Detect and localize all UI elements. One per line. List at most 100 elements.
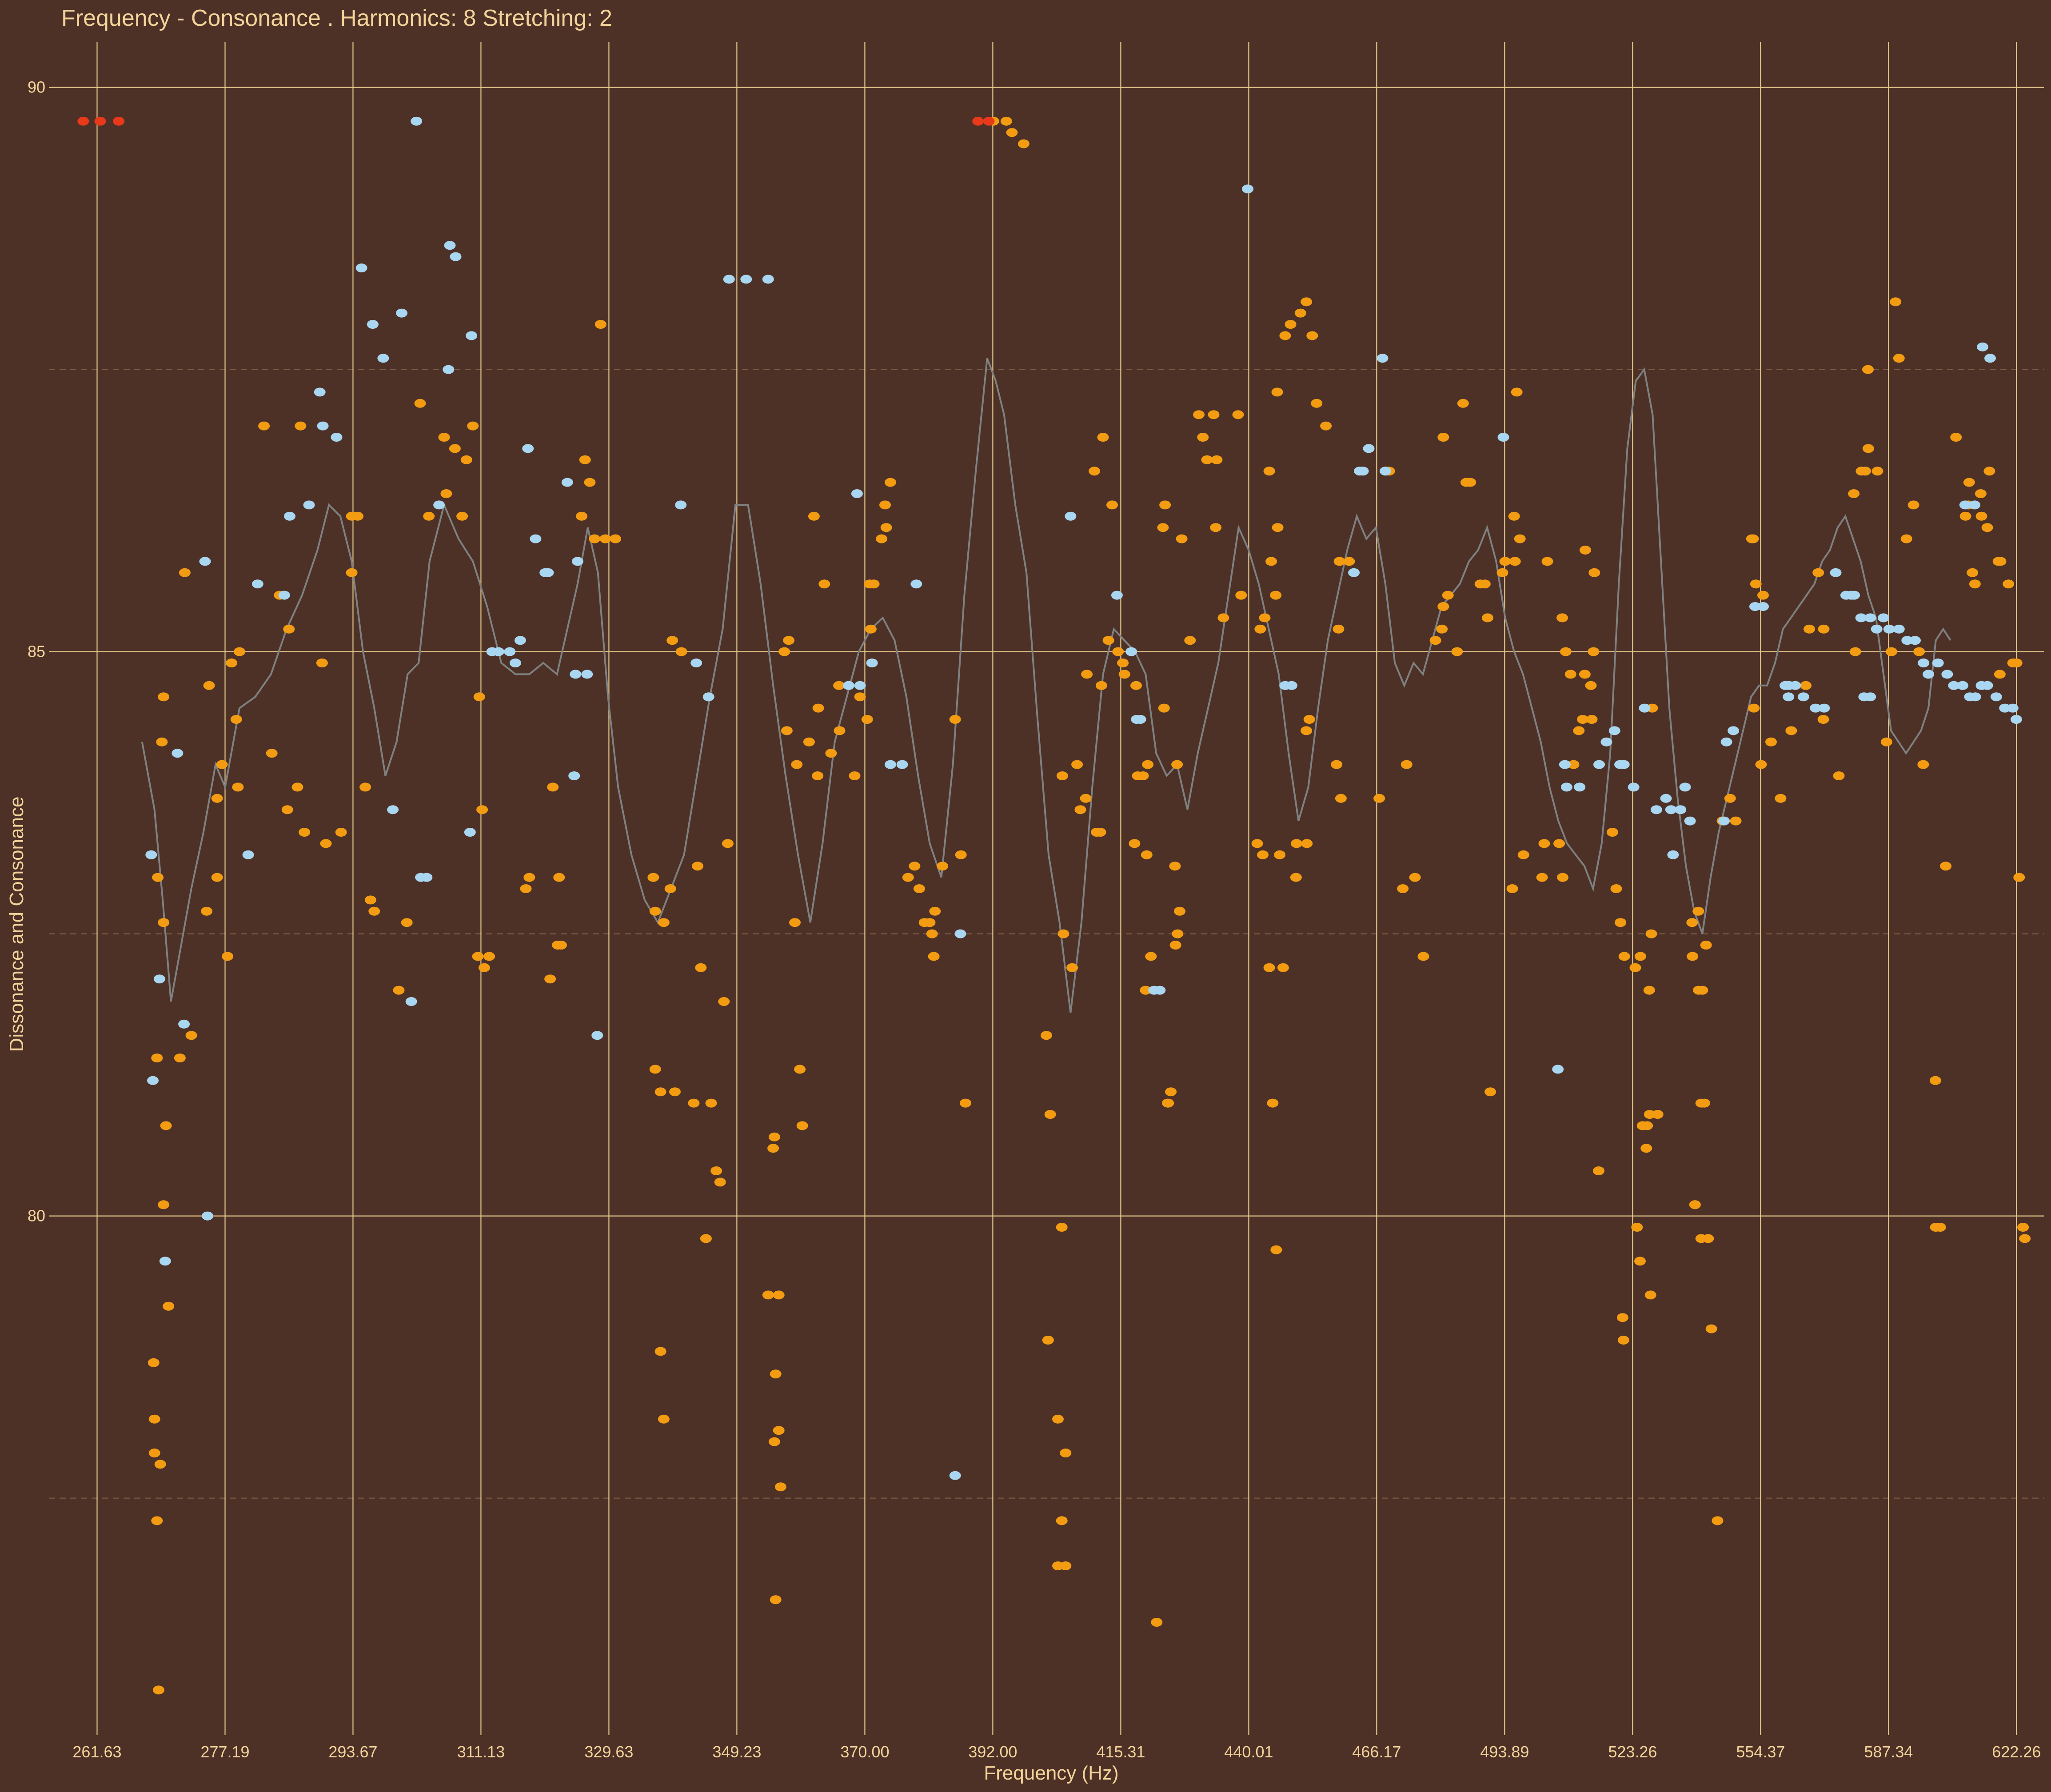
x-tick-label: 523.26 [1608, 1743, 1657, 1761]
data-point [854, 692, 866, 702]
data-point [2007, 703, 2019, 713]
data-point [1789, 681, 1801, 690]
data-point [1496, 568, 1508, 577]
data-point [211, 873, 223, 882]
data-point [909, 862, 921, 871]
data-point [1864, 692, 1876, 702]
data-point [1263, 467, 1275, 476]
data-point [808, 511, 820, 521]
data-point [2003, 579, 2015, 589]
data-point [1913, 647, 1925, 656]
data-point [158, 918, 170, 927]
data-point [1724, 794, 1736, 803]
data-point [504, 647, 516, 656]
x-tick-label: 311.13 [457, 1743, 505, 1761]
data-point [174, 1054, 186, 1062]
data-point [1018, 139, 1029, 148]
data-point [1917, 760, 1929, 769]
data-point [1883, 624, 1895, 634]
data-point [266, 749, 278, 758]
data-point [1579, 670, 1591, 679]
data-point [1320, 421, 1332, 431]
data-point [199, 557, 211, 566]
data-point [185, 1031, 197, 1040]
data-point [879, 500, 891, 510]
data-point [1006, 128, 1018, 137]
data-point [1437, 433, 1449, 442]
data-point [868, 579, 880, 589]
data-point [1560, 647, 1572, 656]
data-point [1060, 1449, 1072, 1457]
data-point [359, 782, 371, 792]
data-point [675, 647, 687, 656]
data-point [700, 1234, 712, 1243]
data-point [1409, 873, 1421, 882]
data-point [1464, 478, 1476, 487]
data-point [1644, 1290, 1656, 1300]
data-point [1343, 557, 1355, 566]
data-point [1885, 647, 1897, 656]
data-point [1169, 941, 1181, 950]
data-point [232, 782, 244, 792]
data-point [1692, 906, 1704, 916]
data-point [1564, 670, 1576, 679]
data-point [1379, 467, 1391, 476]
data-point [159, 1257, 171, 1266]
data-point [281, 805, 293, 814]
data-point [1718, 816, 1730, 826]
data-point [1140, 986, 1152, 995]
y-tick-label: 85 [28, 643, 45, 661]
data-point [1862, 444, 1874, 453]
data-point [1775, 794, 1787, 803]
data-point [1990, 692, 2002, 702]
data-point [896, 760, 908, 769]
data-point [440, 489, 452, 498]
data-point [1074, 805, 1086, 814]
data-point [926, 929, 938, 938]
data-point [1728, 726, 1740, 735]
data-point [791, 760, 803, 769]
data-point [1652, 1110, 1664, 1119]
data-point [885, 760, 896, 769]
data-point [163, 1301, 175, 1311]
data-point [658, 918, 670, 927]
data-point [1511, 387, 1523, 397]
data-point [483, 952, 495, 961]
data-point [1270, 591, 1282, 600]
data-point [509, 659, 521, 667]
data-point [949, 1471, 961, 1480]
data-point [1748, 703, 1760, 713]
x-tick-label: 554.37 [1736, 1743, 1785, 1761]
x-tick-label: 261.63 [72, 1743, 121, 1761]
chart-title: Frequency - Consonance . Harmonics: 8 St… [61, 5, 612, 31]
data-point [866, 659, 878, 667]
data-point [148, 1449, 160, 1457]
data-point [1696, 986, 1708, 995]
data-point [1111, 591, 1123, 600]
data-point [443, 365, 455, 374]
data-point [2010, 715, 2022, 724]
data-point [464, 828, 476, 837]
data-point [1553, 839, 1565, 848]
data-point [705, 1098, 717, 1108]
data-point [1538, 839, 1550, 848]
data-point [456, 511, 468, 521]
data-point [346, 568, 358, 577]
data-point [367, 320, 379, 329]
data-point [148, 1358, 160, 1367]
data-point [466, 331, 478, 340]
data-point [649, 1065, 661, 1074]
data-point [1174, 906, 1185, 916]
data-point [1065, 511, 1077, 521]
data-point [1517, 850, 1529, 859]
data-point [1129, 839, 1141, 848]
data-point [1893, 624, 1905, 634]
data-point [1303, 715, 1315, 724]
data-point [690, 659, 702, 667]
data-point [1593, 760, 1605, 769]
data-point [773, 1290, 785, 1300]
data-point [492, 647, 504, 656]
data-point [854, 681, 866, 690]
data-point [411, 116, 423, 126]
data-point [1145, 952, 1157, 961]
